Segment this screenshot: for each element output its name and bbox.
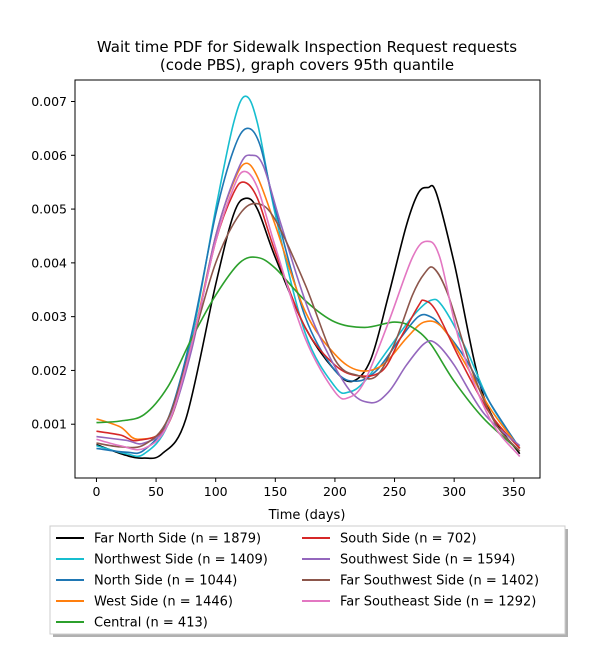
legend-label: Northwest Side (n = 1409) (94, 553, 268, 568)
x-tick-label: 350 (502, 484, 526, 499)
series-line-6 (96, 181, 521, 449)
legend-label: Southwest Side (n = 1594) (340, 553, 515, 568)
plot-area: 0 50 100 150 200 250 300 350 0.001 0.002 0.003 0.00… (31, 79, 541, 499)
x-axis-label: Time (days) (268, 508, 346, 523)
y-tick-label: 0.006 (31, 148, 67, 163)
legend-label: Far Southeast Side (n = 1292) (340, 595, 536, 610)
x-tick-label: 250 (383, 484, 407, 499)
series-line-8 (96, 202, 521, 452)
y-tick-label: 0.003 (31, 309, 67, 324)
series-line-7 (96, 154, 521, 447)
y-tick-label: 0.004 (31, 255, 67, 270)
x-tick-label: 100 (204, 484, 228, 499)
axes-frame (74, 79, 541, 479)
x-tick-label: 50 (148, 484, 164, 499)
y-tick-label: 0.007 (31, 94, 67, 109)
series-line-5 (96, 256, 521, 452)
y-tick-label: 0.001 (31, 417, 67, 432)
legend-label: West Side (n = 1446) (94, 595, 233, 610)
chart-title-line-2: (code PBS), graph covers 95th quantile (160, 56, 454, 74)
series-lines (96, 95, 521, 460)
legend-label: Central (n = 413) (94, 616, 208, 631)
y-tick-label: 0.002 (31, 363, 67, 378)
legend: Far North Side (n = 1879) Northwest Side … (49, 525, 568, 637)
series-line-9 (96, 170, 521, 457)
x-tick-label: 200 (323, 484, 347, 499)
series-line-1 (96, 184, 521, 460)
legend-label: North Side (n = 1044) (94, 574, 237, 589)
x-tick-label: 150 (263, 484, 287, 499)
chart-title-line-1: Wait time PDF for Sidewalk Inspection Re… (97, 38, 517, 56)
legend-label: Far Southwest Side (n = 1402) (340, 574, 539, 589)
series-line-4 (96, 162, 521, 449)
x-tick-label: 0 (92, 484, 100, 499)
y-tick-label: 0.005 (31, 202, 67, 217)
x-tick-label: 300 (442, 484, 466, 499)
legend-label: Far North Side (n = 1879) (94, 532, 261, 547)
legend-label: South Side (n = 702) (340, 532, 477, 547)
